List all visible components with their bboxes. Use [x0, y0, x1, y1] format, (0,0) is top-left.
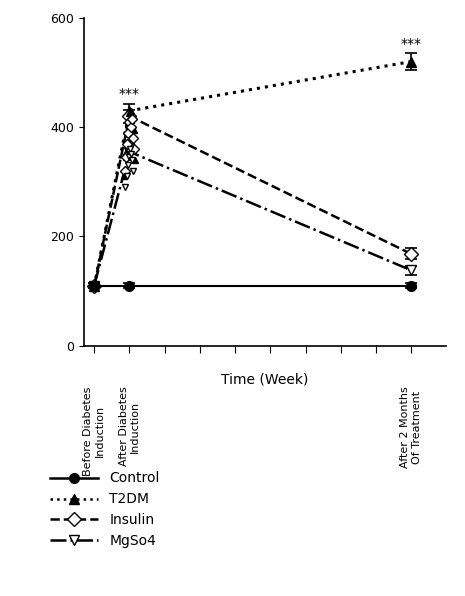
Text: ***: ***	[401, 37, 422, 51]
Text: Before Diabetes
Induction: Before Diabetes Induction	[83, 387, 105, 476]
Text: After 2 Months
Of Treatment: After 2 Months Of Treatment	[400, 387, 422, 468]
Legend: Control, T2DM, Insulin, MgSo4: Control, T2DM, Insulin, MgSo4	[44, 466, 166, 554]
Text: After Diabetes
Induction: After Diabetes Induction	[119, 387, 140, 467]
Text: Time (Week): Time (Week)	[221, 372, 309, 386]
Text: ***: ***	[119, 87, 140, 101]
